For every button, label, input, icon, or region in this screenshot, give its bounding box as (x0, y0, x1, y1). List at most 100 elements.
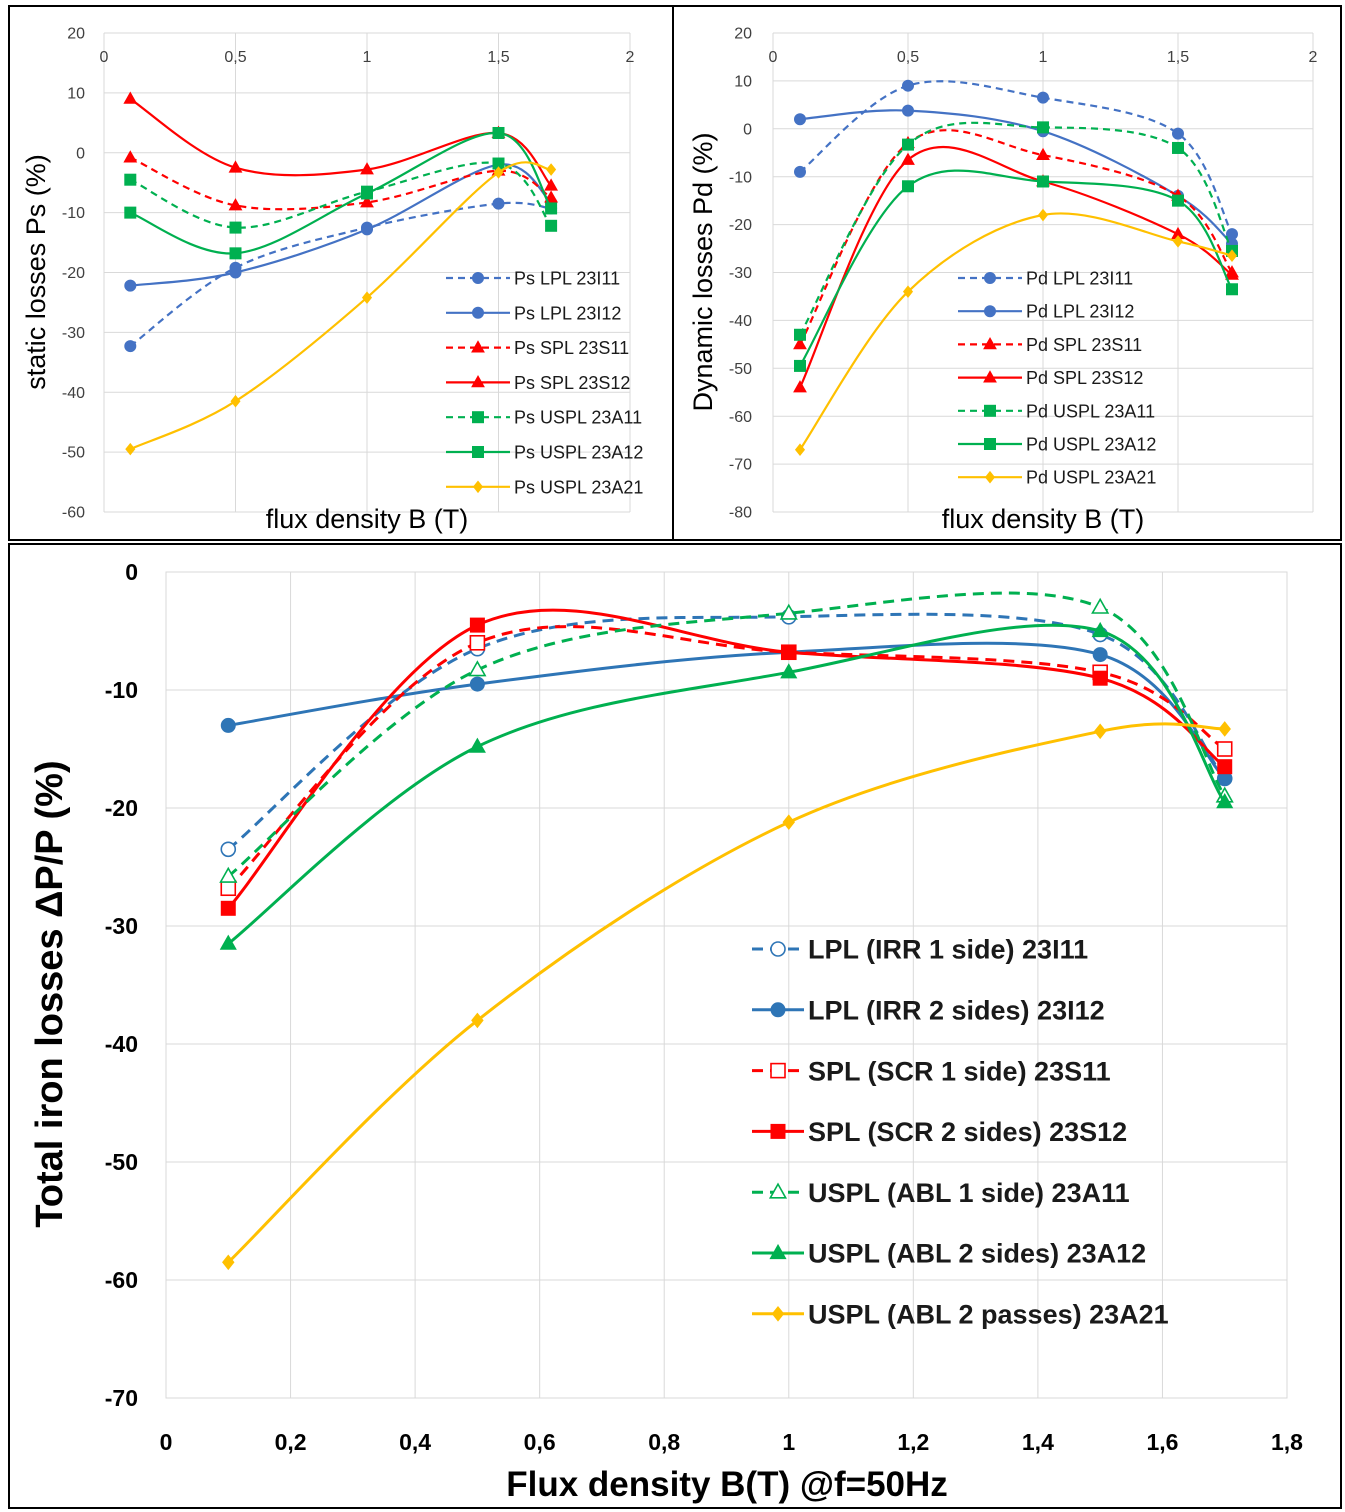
data-point-series-7 (1218, 721, 1231, 737)
legend-label-7: USPL (ABL 2 passes) 23A21 (808, 1300, 1169, 1330)
legend-label-2: Ps LPL 23I12 (514, 303, 621, 323)
data-point-series-2 (902, 104, 914, 117)
data-point-series-6 (1226, 283, 1238, 296)
data-point-series-7 (125, 442, 136, 456)
y-tick-label: -60 (729, 409, 752, 426)
data-point-series-6 (1216, 793, 1234, 809)
data-point-series-2 (229, 266, 242, 279)
y-tick-label: 20 (67, 26, 85, 43)
series-line-5 (227, 591, 1226, 878)
data-point-series-3 (544, 190, 559, 203)
dynamic-losses-chart: 20 10 0 -10 -20 -30 -40 -50 -60 -70 -80 0 0,5 1 1,5 2 Pd… (688, 26, 1318, 534)
data-point-series-1 (220, 841, 237, 858)
x-tick-label: 1,6 (1146, 1429, 1178, 1455)
legend-label-1: Ps LPL 23I11 (514, 268, 620, 288)
data-point-series-6 (229, 247, 242, 260)
legend-marker-5 (768, 1182, 788, 1199)
legend-label-6: Pd USPL 23A12 (1026, 434, 1156, 454)
data-point-series-2 (361, 223, 373, 236)
legend-label-7: Ps USPL 23A21 (514, 477, 643, 497)
data-point-series-7 (230, 394, 241, 408)
legend-label-5: USPL (ABL 1 side) 23A11 (808, 1178, 1130, 1208)
legend-marker-6 (769, 1243, 787, 1260)
legend-marker-3 (983, 337, 997, 350)
data-point-series-3 (1216, 741, 1233, 757)
data-point-series-5 (124, 173, 137, 186)
total-losses-panel-frame (8, 543, 1342, 1509)
y-tick-label: 0 (76, 145, 85, 162)
data-point-series-4 (1225, 267, 1239, 280)
data-point-series-6 (219, 934, 237, 950)
y-tick-label: -10 (105, 677, 138, 703)
x-tick-label: 2 (626, 49, 635, 66)
legend-marker-5 (472, 411, 484, 424)
data-point-series-7 (1226, 249, 1238, 263)
data-point-series-7 (902, 285, 914, 298)
y-tick-label: -60 (105, 1267, 138, 1293)
data-point-series-5 (1037, 121, 1049, 134)
y-tick-label: -80 (729, 505, 752, 522)
y-tick-label: -10 (729, 169, 752, 186)
x-tick-label: 1,5 (487, 49, 509, 66)
series-line-1 (227, 612, 1226, 851)
data-point-series-6 (545, 202, 558, 215)
y-tick-label: -20 (62, 265, 85, 282)
legend-marker-3 (770, 1062, 786, 1079)
data-point-series-4 (220, 900, 236, 916)
legend-label-5: Ps USPL 23A11 (514, 408, 642, 428)
x-tick-label: 1,4 (1022, 1429, 1054, 1455)
y-tick-label: -10 (62, 205, 85, 222)
data-point-series-6 (902, 180, 914, 193)
data-point-series-4 (360, 162, 374, 175)
data-point-series-3 (123, 150, 138, 163)
data-point-series-7 (1037, 208, 1049, 222)
data-point-series-6 (1037, 175, 1049, 188)
data-point-series-1 (492, 197, 505, 210)
x-tick-label: 0 (160, 1429, 173, 1455)
y-axis-label: static losses Ps (%) (21, 154, 51, 390)
y-tick-label: 20 (734, 26, 752, 43)
legend-marker-1 (984, 272, 996, 284)
series-line-3 (227, 625, 1226, 890)
data-point-series-7 (361, 291, 373, 304)
y-tick-label: -50 (105, 1149, 138, 1175)
legend-marker-6 (984, 438, 996, 450)
data-point-series-7 (546, 163, 557, 176)
data-point-series-2 (469, 676, 485, 692)
series-line-4 (227, 608, 1226, 910)
y-tick-label: -30 (729, 265, 752, 282)
data-point-series-3 (228, 198, 243, 211)
x-tick-label: 2 (1309, 49, 1318, 66)
data-point-series-6 (780, 663, 798, 679)
y-axis-label: Dynamic losses Pd (%) (688, 132, 718, 411)
data-point-series-7 (1172, 235, 1184, 248)
data-point-series-5 (1091, 597, 1110, 614)
y-tick-label: -20 (105, 795, 138, 821)
y-tick-label: -30 (105, 913, 138, 939)
data-point-series-1 (902, 79, 914, 92)
total-losses-chart: 0 -10 -20 -30 -40 -50 -60 -70 0 0,2 0,4 0,6 0,8 1 1,2 1… (29, 559, 1303, 1504)
y-tick-label: -50 (62, 445, 85, 462)
data-point-series-4 (1217, 759, 1233, 775)
y-tick-label: 0 (125, 559, 138, 585)
data-point-series-6 (794, 359, 806, 372)
legend-label-4: Ps SPL 23S12 (514, 373, 630, 393)
y-tick-label: -40 (62, 385, 85, 402)
legend-label-1: Pd LPL 23I11 (1026, 268, 1133, 288)
data-point-series-6 (492, 126, 505, 139)
legend-marker-1 (770, 941, 786, 957)
y-tick-label: 10 (67, 85, 85, 102)
series-line-3 (799, 129, 1233, 345)
data-point-series-6 (124, 206, 137, 219)
x-tick-label: 0,5 (897, 49, 919, 66)
legend-marker-4 (471, 375, 485, 388)
data-point-series-2 (124, 279, 137, 292)
plot-area-border (165, 571, 1288, 1399)
legend-label-7: Pd USPL 23A21 (1026, 468, 1156, 488)
data-point-series-4 (901, 152, 915, 165)
legend-label-4: Pd SPL 23S12 (1026, 368, 1143, 388)
legend-marker-7 (984, 470, 996, 484)
data-point-series-5 (902, 138, 914, 151)
data-point-series-7 (471, 1012, 484, 1029)
